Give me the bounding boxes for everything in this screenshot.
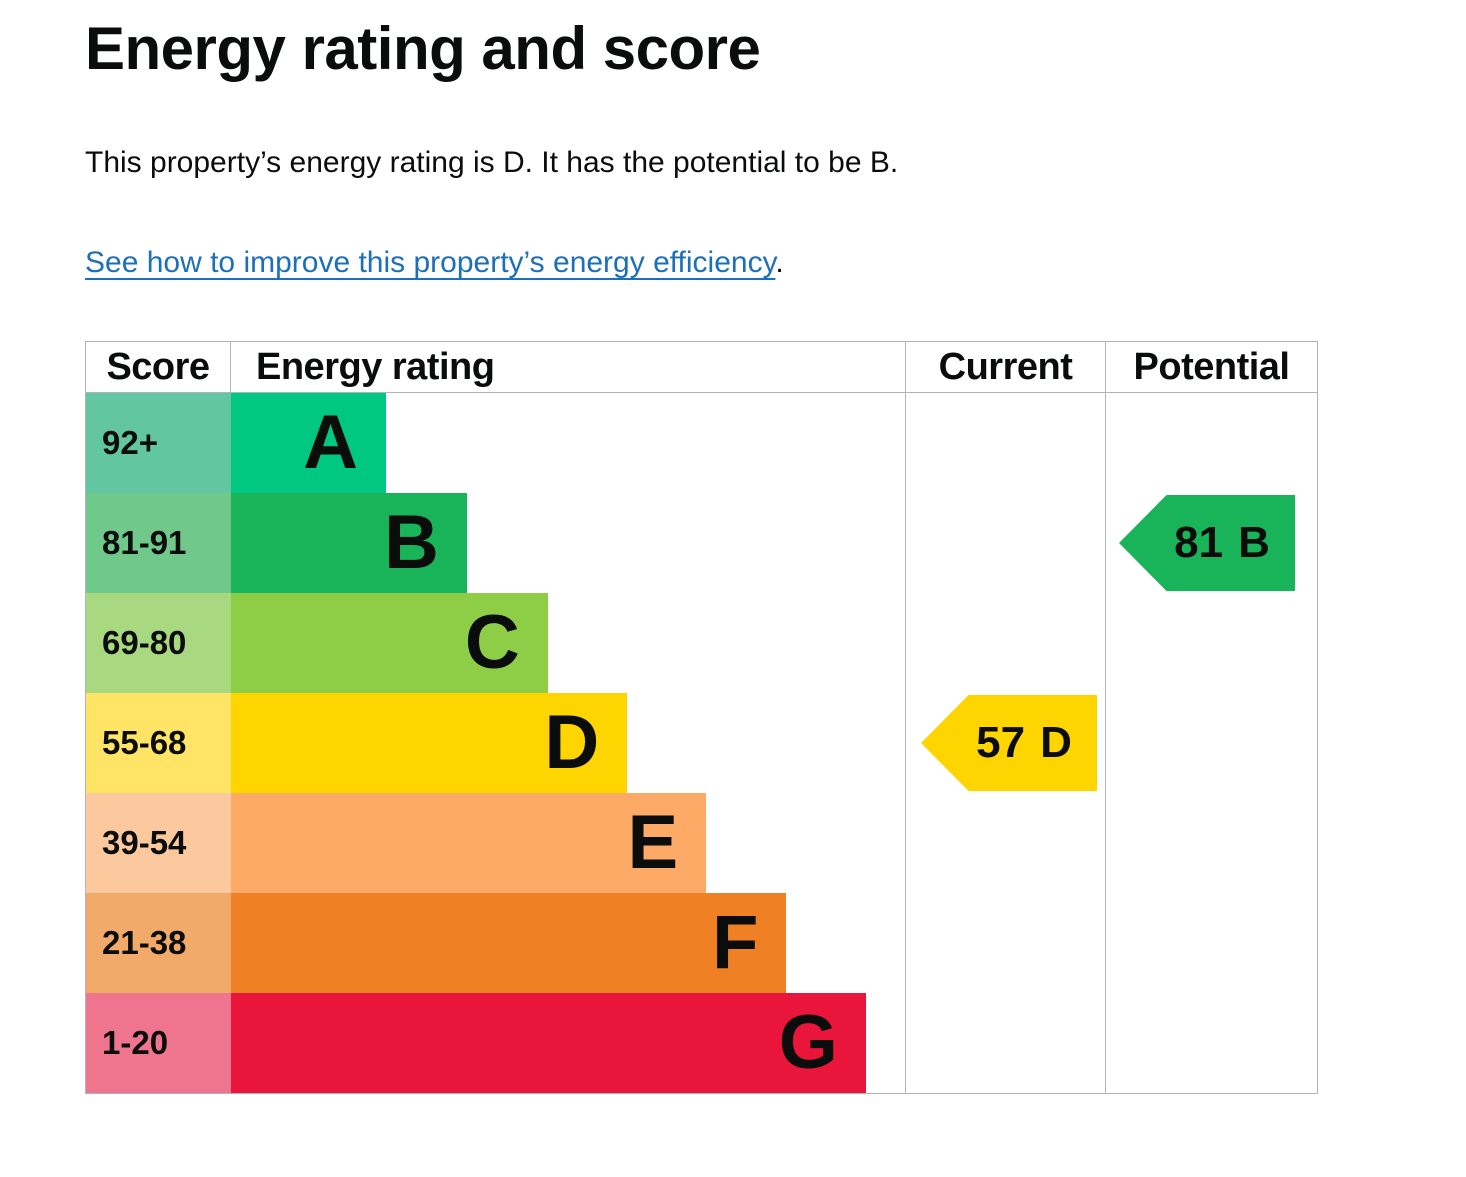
potential-score: 81 xyxy=(1174,518,1224,567)
band-row-d: 55-68 D 57 D xyxy=(86,693,1317,793)
rating-bar-cell-a: A xyxy=(231,393,906,493)
epc-rating-chart: Score Energy rating Current Potential 92… xyxy=(85,341,1318,1094)
rating-summary: This property’s energy rating is D. It h… xyxy=(85,146,899,179)
potential-cell xyxy=(1106,893,1317,993)
rating-bar-cell-d: D xyxy=(231,693,906,793)
current-band-letter: D xyxy=(1040,718,1072,767)
score-range-label: 55-68 xyxy=(102,724,187,761)
score-range-cell-e: 39-54 xyxy=(86,793,231,893)
potential-arrow: 81 B xyxy=(1119,495,1295,591)
current-cell xyxy=(906,393,1106,493)
potential-cell xyxy=(1106,593,1317,693)
score-range-cell-d: 55-68 xyxy=(86,693,231,793)
header-potential: Potential xyxy=(1133,345,1290,388)
header-current: Current xyxy=(906,342,1106,392)
potential-cell xyxy=(1106,793,1317,893)
rating-bar-cell-e: E xyxy=(231,793,906,893)
header-energy-rating: Energy rating xyxy=(231,342,906,392)
potential-band-letter: B xyxy=(1238,518,1270,567)
score-range-label: 21-38 xyxy=(102,924,187,961)
band-row-c: 69-80 C xyxy=(86,593,1317,693)
band-letter-d: D xyxy=(544,700,600,785)
improve-link-line: See how to improve this property’s energ… xyxy=(85,245,1466,281)
band-letter-e: E xyxy=(627,800,679,885)
rating-bar-c: C xyxy=(231,593,548,693)
score-range-cell-f: 21-38 xyxy=(86,893,231,993)
band-letter-a: A xyxy=(303,400,359,485)
rating-bar-e: E xyxy=(231,793,707,893)
potential-cell: 81 B xyxy=(1106,493,1317,593)
current-cell xyxy=(906,893,1106,993)
rating-bar-a: A xyxy=(231,393,387,493)
rating-bar-cell-g: G xyxy=(231,993,906,1093)
page-title: Energy rating and score xyxy=(85,15,761,82)
rating-bar-d: D xyxy=(231,693,628,793)
score-range-cell-a: 92+ xyxy=(86,393,231,493)
rating-bar-b: B xyxy=(231,493,467,593)
current-cell xyxy=(906,493,1106,593)
current-cell: 57 D xyxy=(906,693,1106,793)
score-range-label: 69-80 xyxy=(102,624,187,661)
current-score: 57 xyxy=(976,718,1026,767)
current-cell xyxy=(906,793,1106,893)
band-row-b: 81-91 B 81 B xyxy=(86,493,1317,593)
rating-bar-cell-c: C xyxy=(231,593,906,693)
band-letter-g: G xyxy=(778,1000,838,1085)
score-range-label: 1-20 xyxy=(102,1024,169,1061)
current-arrow: 57 D xyxy=(921,695,1097,791)
band-letter-f: F xyxy=(711,900,759,985)
current-cell xyxy=(906,593,1106,693)
score-range-cell-g: 1-20 xyxy=(86,993,231,1093)
epc-header-row: Score Energy rating Current Potential xyxy=(86,342,1317,393)
improve-efficiency-link[interactable]: See how to improve this property’s energ… xyxy=(85,246,776,279)
potential-cell xyxy=(1106,993,1317,1093)
main-content: Energy rating and score This property’s … xyxy=(85,15,1466,1094)
score-range-cell-b: 81-91 xyxy=(86,493,231,593)
score-range-label: 92+ xyxy=(102,424,158,461)
potential-cell xyxy=(1106,393,1317,493)
improve-link-suffix: . xyxy=(775,246,784,279)
rating-bar-cell-f: F xyxy=(231,893,906,993)
band-letter-b: B xyxy=(384,500,439,585)
rating-bar-f: F xyxy=(231,893,787,993)
band-row-e: 39-54 E xyxy=(86,793,1317,893)
rating-bar-cell-b: B xyxy=(231,493,906,593)
current-cell xyxy=(906,993,1106,1093)
score-range-label: 39-54 xyxy=(102,824,187,861)
score-range-cell-c: 69-80 xyxy=(86,593,231,693)
band-row-a: 92+ A xyxy=(86,393,1317,493)
rating-bar-g: G xyxy=(231,993,866,1093)
band-row-f: 21-38 F xyxy=(86,893,1317,993)
header-score: Score xyxy=(86,342,231,392)
band-letter-c: C xyxy=(464,600,520,685)
score-range-label: 81-91 xyxy=(102,524,187,561)
potential-cell xyxy=(1106,693,1317,793)
band-row-g: 1-20 G xyxy=(86,993,1317,1093)
